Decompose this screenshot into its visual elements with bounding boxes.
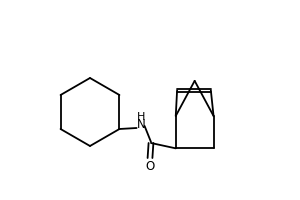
Text: H: H (137, 112, 145, 122)
Text: N: N (136, 118, 146, 131)
Text: O: O (146, 160, 154, 172)
